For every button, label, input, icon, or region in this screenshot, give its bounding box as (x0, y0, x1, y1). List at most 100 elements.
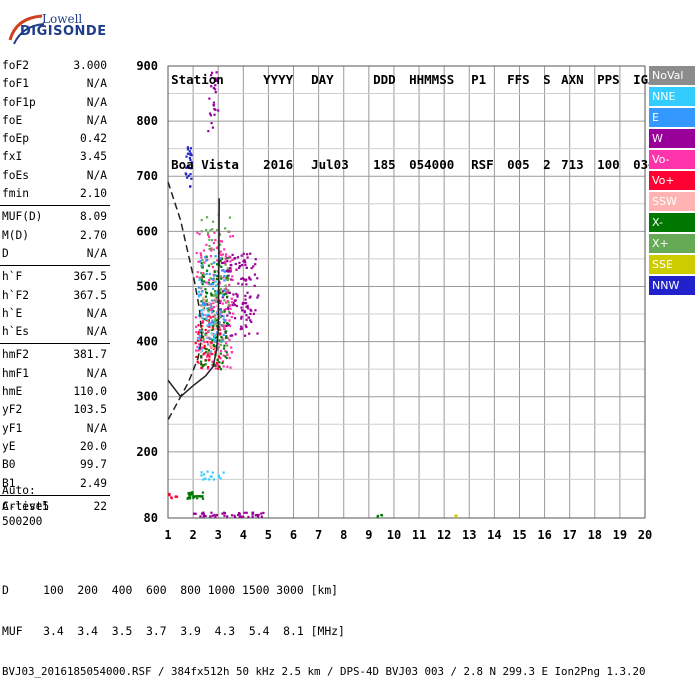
echo-point (231, 334, 234, 337)
echo-point (240, 309, 244, 312)
echo-point (198, 330, 201, 334)
echo-point (202, 511, 205, 514)
echo-point (238, 515, 241, 518)
echo-point (214, 77, 217, 80)
echo-point (257, 294, 260, 297)
echo-point (210, 299, 214, 302)
echo-point (224, 257, 227, 261)
echo-point (218, 356, 221, 359)
echo-point (207, 309, 210, 312)
echo-point (204, 359, 207, 362)
echo-point (205, 307, 209, 310)
echo-point (233, 303, 237, 307)
echo-point (211, 471, 214, 474)
echo-point (213, 113, 216, 116)
legend-item: W (649, 129, 695, 148)
param-row: yF1 N/A (0, 420, 112, 438)
echo-point (202, 298, 205, 301)
header-value: 2 (543, 157, 551, 172)
echo-point (206, 315, 209, 318)
echo-point (208, 112, 212, 115)
param-name: foF1p (2, 95, 36, 109)
echo-point (215, 304, 219, 307)
echo-point (229, 366, 232, 369)
param-separator (0, 494, 110, 496)
echo-point (199, 349, 203, 353)
echo-point (221, 360, 225, 363)
echo-point (197, 290, 201, 293)
echo-point (211, 277, 214, 281)
echo-point (198, 276, 201, 279)
echo-point (210, 239, 214, 242)
echo-point (224, 263, 227, 266)
echo-point (190, 154, 193, 157)
echo-point (199, 276, 202, 280)
echo-point (208, 322, 211, 326)
echo-point (218, 339, 221, 342)
echo-point (216, 270, 219, 273)
echo-point (206, 353, 209, 357)
echo-point (219, 357, 222, 360)
echo-point (219, 339, 222, 342)
logo-swoosh-icon (8, 14, 45, 45)
echo-point (226, 336, 229, 340)
echo-point (216, 367, 220, 370)
echo-point (248, 332, 251, 335)
echo-point (214, 345, 217, 348)
echo-point (234, 333, 237, 336)
echo-point (225, 307, 228, 311)
echo-point (207, 307, 210, 310)
echo-point (223, 320, 226, 323)
echo-point (207, 264, 211, 267)
param-name: hmF1 (2, 366, 29, 380)
echo-point (240, 327, 244, 330)
echo-point (246, 304, 249, 308)
param-name: hmE (2, 385, 23, 399)
echo-point (210, 294, 213, 297)
echo-point (216, 228, 219, 232)
echo-point (213, 297, 217, 300)
param-value: N/A (86, 421, 107, 435)
y-tick-label: 200 (136, 445, 158, 459)
header-value: RSF (471, 157, 494, 172)
echo-point (203, 341, 206, 344)
echo-point (197, 349, 200, 352)
echo-point (223, 299, 226, 302)
echo-point (205, 300, 208, 303)
echo-point (243, 302, 246, 305)
echo-point (194, 325, 198, 328)
echo-point (250, 320, 253, 324)
echo-point (224, 227, 227, 230)
echo-point (201, 336, 204, 339)
echo-point (223, 248, 226, 251)
param-name: M(D) (2, 228, 29, 242)
echo-point (222, 338, 225, 341)
echo-point (215, 364, 218, 367)
echo-point (214, 290, 217, 293)
echo-point (215, 79, 218, 82)
echo-point (249, 319, 252, 322)
echo-point (219, 250, 222, 253)
echo-point (227, 310, 231, 313)
echo-point (200, 495, 203, 498)
echo-point (203, 346, 206, 349)
echo-point (220, 314, 223, 318)
echo-point (208, 302, 211, 305)
echo-point (215, 291, 218, 294)
echo-point (214, 515, 217, 519)
header-label: AXN (561, 72, 584, 87)
echo-point (209, 328, 212, 331)
echo-point (226, 344, 229, 347)
auto-code: 500200 (2, 515, 43, 528)
echo-point (262, 511, 265, 515)
echo-point (222, 318, 225, 321)
echo-point (219, 243, 222, 246)
echo-point (219, 309, 222, 312)
echo-point (203, 280, 206, 283)
echo-point (214, 108, 217, 111)
echo-point (209, 255, 213, 258)
echo-point (206, 351, 209, 354)
scaled-parameters-panel: foF2 3.000 foF1 N/A foF1p N/A foE N/A foEp 0.42 fx… (0, 57, 112, 516)
echo-point (197, 495, 201, 498)
echo-point (236, 294, 239, 297)
